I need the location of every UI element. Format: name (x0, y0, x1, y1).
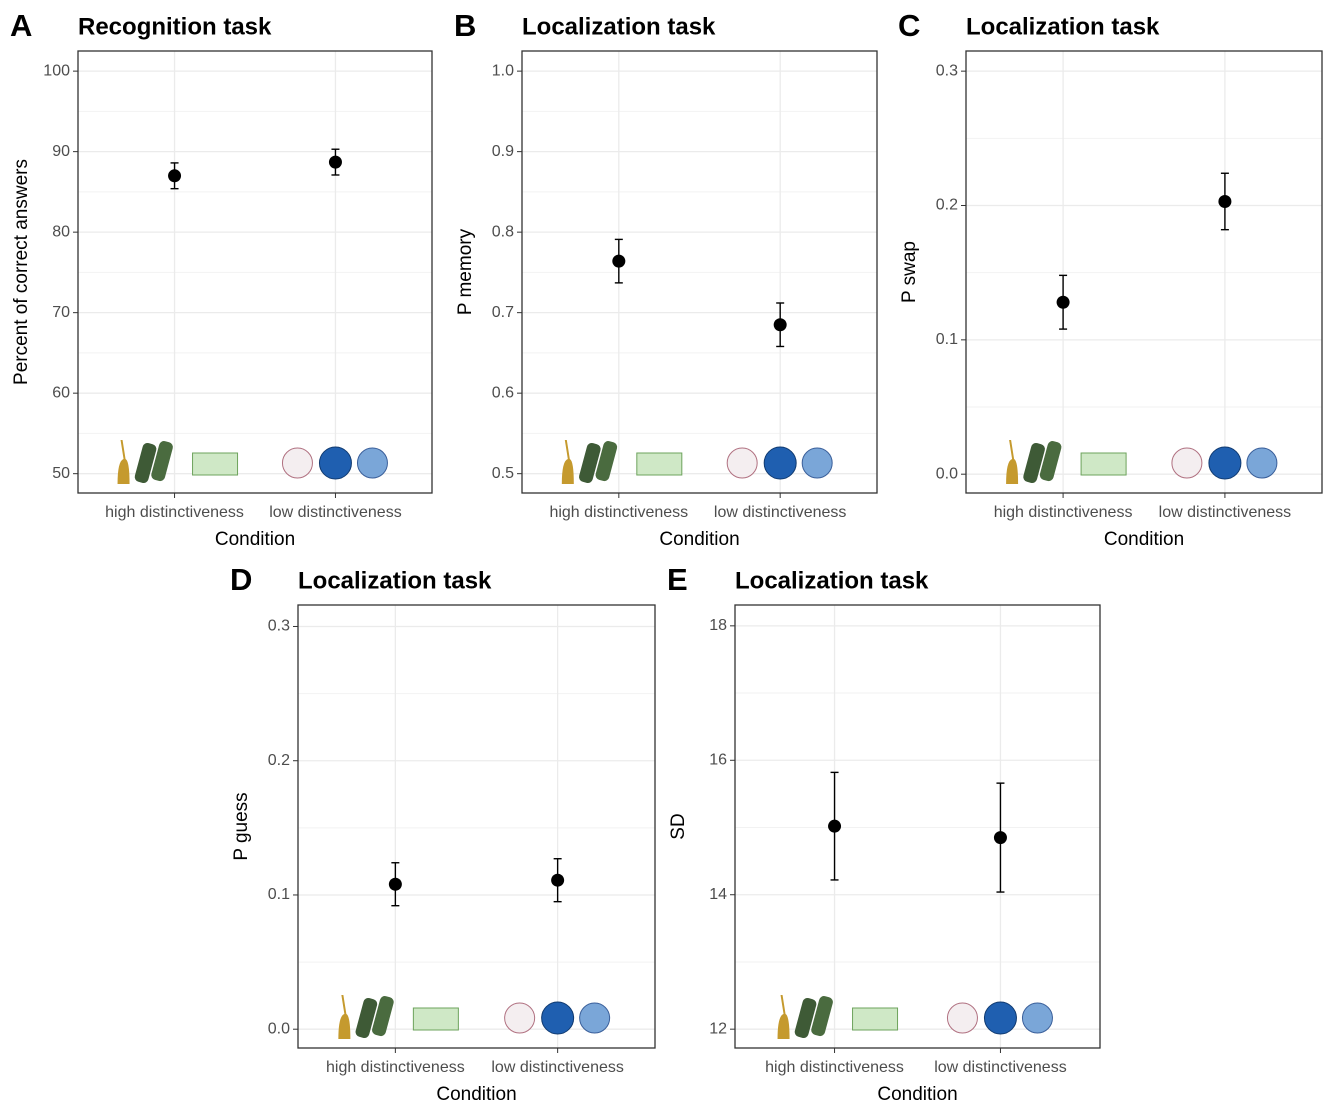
y-tick-label: 1.0 (492, 62, 514, 79)
chart-title: Recognition task (78, 13, 272, 40)
point (551, 874, 564, 887)
icon-banknote (637, 453, 682, 475)
point (828, 820, 841, 833)
y-tick-label: 100 (43, 62, 70, 79)
y-tick-label: 0.8 (492, 223, 514, 240)
y-axis-title: P guess (231, 792, 252, 860)
icon-ball (542, 1002, 574, 1034)
y-tick-label: 0.7 (492, 304, 514, 321)
x-tick-label: low distinctiveness (714, 504, 847, 521)
y-axis-title: Percent of correct answers (11, 159, 32, 385)
icon-ball (1247, 448, 1277, 478)
chart-title: Localization task (298, 567, 492, 594)
y-tick-label: 0.0 (268, 1020, 290, 1037)
icon-ball (1209, 447, 1241, 479)
icon-ball (282, 448, 312, 478)
plot-background (966, 51, 1322, 493)
panel-letter: C (898, 8, 920, 43)
y-axis-title: P swap (899, 241, 920, 303)
x-axis-title: Condition (215, 529, 295, 550)
x-tick-label: high distinctiveness (105, 504, 244, 521)
y-tick-label: 90 (52, 143, 70, 160)
point (1057, 296, 1070, 309)
icon-ball (1022, 1003, 1052, 1033)
icon-ball (319, 447, 351, 479)
point (389, 878, 402, 891)
y-tick-label: 18 (709, 617, 727, 634)
y-tick-label: 50 (52, 465, 70, 482)
icon-ball (580, 1003, 610, 1033)
icon-ball (357, 448, 387, 478)
y-tick-label: 0.2 (936, 197, 958, 214)
icon-banknote (853, 1008, 898, 1030)
icon-ball (984, 1002, 1016, 1034)
y-tick-label: 0.2 (268, 752, 290, 769)
x-tick-label: high distinctiveness (765, 1059, 904, 1076)
point (329, 156, 342, 169)
icon-ball (727, 448, 757, 478)
icon-banknote (413, 1008, 458, 1030)
point (168, 169, 181, 182)
x-axis-title: Condition (1104, 529, 1184, 550)
chart-title: Localization task (522, 13, 716, 40)
y-tick-label: 60 (52, 384, 70, 401)
x-axis-title: Condition (436, 1084, 516, 1105)
x-tick-label: high distinctiveness (549, 504, 688, 521)
x-tick-label: high distinctiveness (326, 1059, 465, 1076)
icon-ball (947, 1003, 977, 1033)
y-tick-label: 80 (52, 223, 70, 240)
y-axis-title: SD (668, 813, 689, 839)
figure: 50 60 70 80 90 100 high distinctiveness low dis… (0, 0, 1323, 1106)
plot-background (735, 605, 1100, 1048)
point (612, 255, 625, 268)
icon-ball (764, 447, 796, 479)
point (994, 831, 1007, 844)
y-tick-label: 0.3 (268, 618, 290, 635)
y-tick-label: 14 (709, 886, 727, 903)
x-tick-label: low distinctiveness (934, 1059, 1067, 1076)
chart-title: Localization task (735, 567, 929, 594)
y-tick-label: 0.9 (492, 143, 514, 160)
y-tick-label: 0.5 (492, 465, 514, 482)
point (774, 318, 787, 331)
x-tick-label: low distinctiveness (269, 504, 402, 521)
panel-letter: D (230, 562, 252, 597)
x-axis-title: Condition (659, 529, 739, 550)
panel-letter: E (667, 562, 688, 597)
panel-letter: A (10, 8, 32, 43)
y-tick-label: 12 (709, 1020, 727, 1037)
x-tick-label: low distinctiveness (491, 1059, 624, 1076)
y-axis-title: P memory (455, 228, 476, 315)
y-tick-label: 0.0 (936, 465, 958, 482)
x-tick-label: high distinctiveness (994, 504, 1133, 521)
x-axis-title: Condition (877, 1084, 957, 1105)
y-tick-label: 0.1 (268, 886, 290, 903)
y-tick-label: 0.1 (936, 331, 958, 348)
y-tick-label: 0.6 (492, 384, 514, 401)
chart-title: Localization task (966, 13, 1160, 40)
icon-ball (1172, 448, 1202, 478)
icon-banknote (1081, 453, 1126, 475)
icon-banknote (193, 453, 238, 475)
y-tick-label: 16 (709, 752, 727, 769)
x-tick-label: low distinctiveness (1159, 504, 1292, 521)
icon-ball (802, 448, 832, 478)
panel-letter: B (454, 8, 476, 43)
point (1218, 195, 1231, 208)
plot-background (298, 605, 655, 1048)
y-tick-label: 70 (52, 304, 70, 321)
icon-ball (505, 1003, 535, 1033)
y-tick-label: 0.3 (936, 62, 958, 79)
